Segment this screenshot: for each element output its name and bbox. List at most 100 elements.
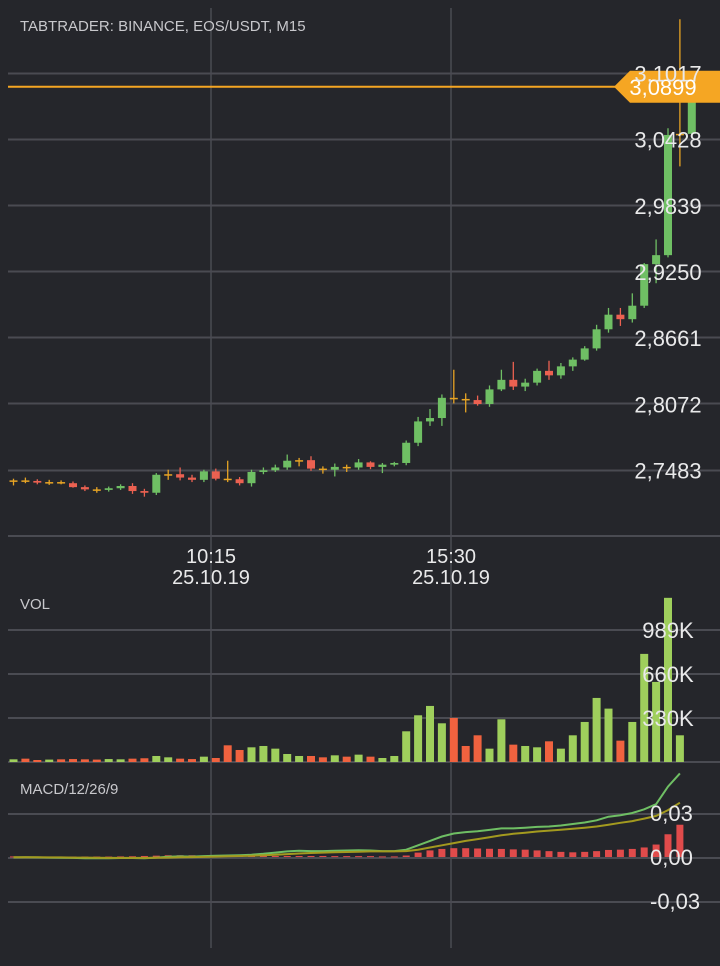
last-price-tag (614, 70, 720, 103)
macd-panel[interactable] (10, 772, 684, 860)
macd-histogram-bar (414, 852, 422, 857)
macd-histogram-bar (355, 856, 363, 858)
candle-body (247, 471, 256, 484)
candle-body (652, 255, 661, 265)
volume-bar (545, 741, 553, 762)
last-price-label: 3,0899 (629, 75, 696, 100)
volume-bar (414, 715, 423, 762)
candle-body (69, 483, 77, 488)
grid (8, 8, 720, 948)
volume-bar (318, 757, 327, 762)
price-tick-label: 2,9250 (634, 260, 701, 285)
volume-bar (176, 758, 185, 762)
candle-body (604, 314, 613, 330)
candle-body (664, 134, 672, 256)
candle-body (235, 479, 244, 484)
candle-body (307, 460, 315, 469)
candle-body (199, 471, 208, 480)
volume-bar (521, 745, 530, 762)
candle-body (402, 442, 411, 463)
volume-bar (211, 757, 220, 762)
candle-body (485, 389, 494, 404)
volume-bar (199, 756, 208, 762)
date-tick-label: 25.10.19 (172, 567, 250, 589)
candle-body (687, 86, 696, 134)
macd-histogram-bar (402, 855, 410, 857)
volume-bar (485, 748, 494, 762)
macd-histogram-bar (438, 848, 446, 857)
macd-histogram-bar (152, 855, 160, 857)
candle-body (461, 398, 470, 401)
macd-histogram-bar (462, 848, 470, 857)
volume-bar (342, 756, 351, 762)
volume-bar (259, 745, 268, 762)
time-tick-label: 10:15 (186, 546, 236, 568)
axis-labels: TABTRADER: BINANCE, EOS/USDT, M15 VOL MA… (20, 18, 702, 914)
volume-bar (580, 721, 589, 762)
candle-body (342, 466, 351, 469)
macd-histogram-bar (557, 851, 565, 857)
price-tick-label: 2,7483 (634, 459, 701, 484)
volume-bar (592, 697, 601, 762)
volume-bar (80, 759, 89, 762)
macd-histogram-bar (652, 844, 660, 857)
volume-bar (69, 759, 77, 762)
candle-body (473, 400, 482, 404)
price-tick-label: 2,8072 (634, 392, 701, 417)
candle-body (92, 489, 101, 491)
candle-body (592, 329, 601, 349)
candle-body (426, 418, 434, 422)
macd-histogram-bar (676, 824, 684, 857)
macd-histogram-bar (271, 855, 279, 857)
candle-body (390, 462, 399, 465)
volume-bar (128, 758, 137, 762)
volume-bar (354, 754, 363, 762)
volume-bar (366, 756, 375, 762)
chart-title: TABTRADER: BINANCE, EOS/USDT, M15 (20, 18, 306, 35)
candle-body (509, 379, 518, 387)
candle-body (164, 474, 173, 476)
macd-tick-label: 0,00 (650, 845, 693, 870)
candle-body (318, 468, 327, 471)
volume-bar (247, 747, 256, 762)
macd-histogram-bar (331, 856, 339, 858)
candle-body (521, 382, 530, 387)
macd-histogram-bar (664, 834, 672, 857)
macd-histogram-bar (640, 847, 648, 857)
volume-tick-label: 660K (642, 662, 694, 687)
volume-bar (271, 748, 280, 762)
candle-body (628, 305, 637, 320)
volume-bar (45, 759, 54, 762)
volume-bar (307, 755, 315, 762)
candle-body (116, 486, 125, 489)
volume-bar (9, 759, 18, 762)
macd-tick-label: 0,03 (650, 801, 693, 826)
macd-histogram-bar (545, 851, 553, 857)
candle-body (223, 478, 232, 481)
candle-body (616, 314, 625, 320)
macd-histogram-bar (593, 851, 601, 857)
candle-body (271, 467, 280, 471)
volume-bar (330, 755, 339, 762)
macd-label: MACD/12/26/9 (20, 781, 118, 798)
macd-histogram-bar (426, 850, 434, 857)
macd-histogram-bar (605, 849, 612, 857)
macd-histogram-bar (259, 855, 267, 857)
candle-body (128, 486, 137, 492)
volume-bar (556, 748, 565, 762)
volume-panel[interactable] (9, 597, 684, 762)
macd-histogram-bar (129, 856, 136, 858)
macd-histogram-bar (319, 855, 327, 857)
candle-body (211, 471, 220, 479)
candle-body (104, 488, 113, 490)
candle-body (140, 491, 149, 493)
macd-histogram-bar (343, 856, 351, 858)
macd-histogram-bar (616, 849, 624, 857)
macd-tick-label: -0,03 (650, 889, 700, 914)
macd-histogram-bar (569, 852, 577, 857)
volume-label: VOL (20, 596, 50, 613)
price-panel[interactable]: 3,0899 (8, 19, 720, 497)
